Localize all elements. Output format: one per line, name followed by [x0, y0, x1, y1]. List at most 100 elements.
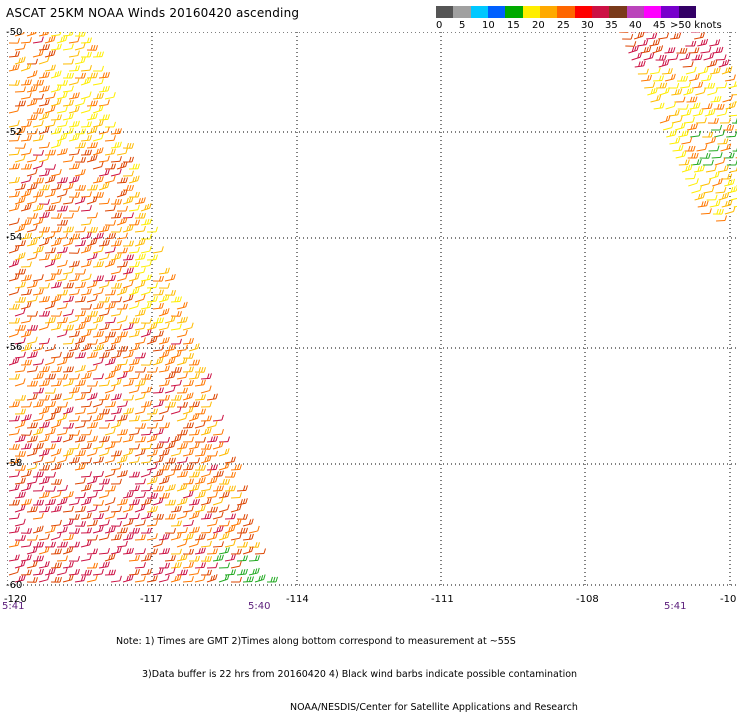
wind-barb — [15, 155, 25, 162]
wind-barb — [15, 143, 25, 148]
footnote: Note: 1) Times are GMT 2)Times along bot… — [116, 614, 578, 724]
wind-barb — [87, 280, 97, 288]
wind-barb — [177, 443, 187, 449]
wind-barb — [93, 344, 103, 351]
wind-barb — [99, 323, 109, 330]
wind-barb — [111, 408, 121, 414]
wind-barb — [57, 106, 67, 113]
colorbar-segment — [488, 6, 505, 18]
wind-barb — [51, 479, 61, 484]
wind-barb — [135, 548, 145, 554]
wind-barb — [45, 176, 55, 183]
wind-barb — [39, 296, 49, 302]
wind-barb — [129, 359, 139, 365]
colorbar-segment — [557, 6, 574, 18]
wind-barb — [9, 357, 19, 365]
wind-barb — [165, 484, 175, 491]
wind-barb — [129, 164, 139, 169]
wind-barb — [701, 75, 711, 81]
wind-barb — [75, 450, 85, 456]
wind-barb — [709, 146, 719, 151]
wind-barb — [195, 548, 205, 554]
wind-barb — [709, 171, 719, 179]
wind-barb — [105, 385, 115, 393]
wind-barb — [135, 393, 145, 400]
wind-barb — [69, 176, 79, 183]
wind-barb — [33, 542, 43, 547]
wind-barb — [123, 380, 133, 386]
wind-barb — [141, 329, 151, 337]
wind-barb — [691, 159, 701, 165]
wind-barb — [9, 500, 19, 505]
wind-barb — [75, 506, 85, 512]
wind-barb — [622, 34, 632, 39]
wind-barb — [129, 220, 139, 225]
wind-barb — [153, 246, 163, 253]
wind-barb — [712, 152, 722, 158]
wind-barb — [39, 534, 49, 540]
wind-barb — [51, 184, 61, 190]
wind-barb — [219, 574, 229, 582]
wind-barb — [63, 73, 73, 78]
wind-barb — [93, 442, 103, 449]
wind-barb — [105, 442, 115, 449]
wind-barb — [57, 568, 67, 575]
wind-barb — [15, 224, 25, 232]
wind-barb — [75, 365, 85, 372]
wind-barb — [111, 324, 121, 330]
wind-barb — [69, 528, 79, 533]
wind-barb — [57, 413, 67, 421]
wind-barb — [677, 76, 688, 81]
wind-barb — [171, 435, 181, 442]
wind-barb — [111, 240, 121, 246]
wind-barb — [715, 187, 725, 193]
wind-barb — [129, 176, 139, 183]
wind-barb — [632, 52, 642, 60]
wind-barb — [159, 493, 169, 498]
wind-barb — [159, 351, 169, 358]
wind-barb — [195, 491, 205, 498]
wind-barb — [165, 402, 175, 407]
wind-barb — [81, 416, 91, 421]
wind-barb — [123, 197, 133, 204]
wind-barb — [51, 366, 61, 372]
wind-barb — [75, 352, 85, 358]
wind-barb — [159, 395, 169, 400]
wind-barb — [45, 105, 55, 113]
wind-barb — [625, 41, 635, 46]
wind-barb — [63, 100, 73, 106]
wind-barb — [81, 401, 91, 407]
wind-barb — [105, 497, 115, 505]
wind-barb — [650, 68, 660, 74]
wind-barb — [63, 534, 73, 540]
wind-barb — [21, 360, 31, 365]
wind-barb — [27, 561, 37, 568]
wind-barb — [57, 274, 67, 281]
wind-barb — [731, 193, 737, 200]
wind-barb — [231, 577, 241, 582]
wind-barb — [668, 83, 678, 88]
wind-barb — [129, 287, 139, 295]
lon-label: -114 — [286, 594, 309, 605]
wind-barb — [700, 47, 710, 53]
wind-barb — [129, 192, 139, 197]
lat-label: -56 — [6, 342, 22, 353]
wind-barb — [213, 415, 223, 421]
wind-barb — [69, 234, 79, 239]
wind-barb — [231, 505, 241, 512]
wind-barb — [99, 562, 109, 568]
wind-barb — [141, 512, 151, 519]
wind-barb — [111, 506, 121, 512]
wind-barb — [670, 33, 680, 39]
wind-barb — [45, 542, 55, 547]
wind-barb — [219, 504, 229, 512]
wind-barb — [75, 129, 85, 134]
wind-barb — [63, 519, 73, 526]
wind-barb — [33, 388, 43, 393]
wind-barb — [123, 280, 133, 288]
wind-barb — [717, 139, 727, 144]
wind-barb — [129, 247, 139, 253]
wind-barb — [39, 435, 49, 442]
wind-barb — [87, 520, 97, 526]
wind-barb — [117, 415, 127, 421]
